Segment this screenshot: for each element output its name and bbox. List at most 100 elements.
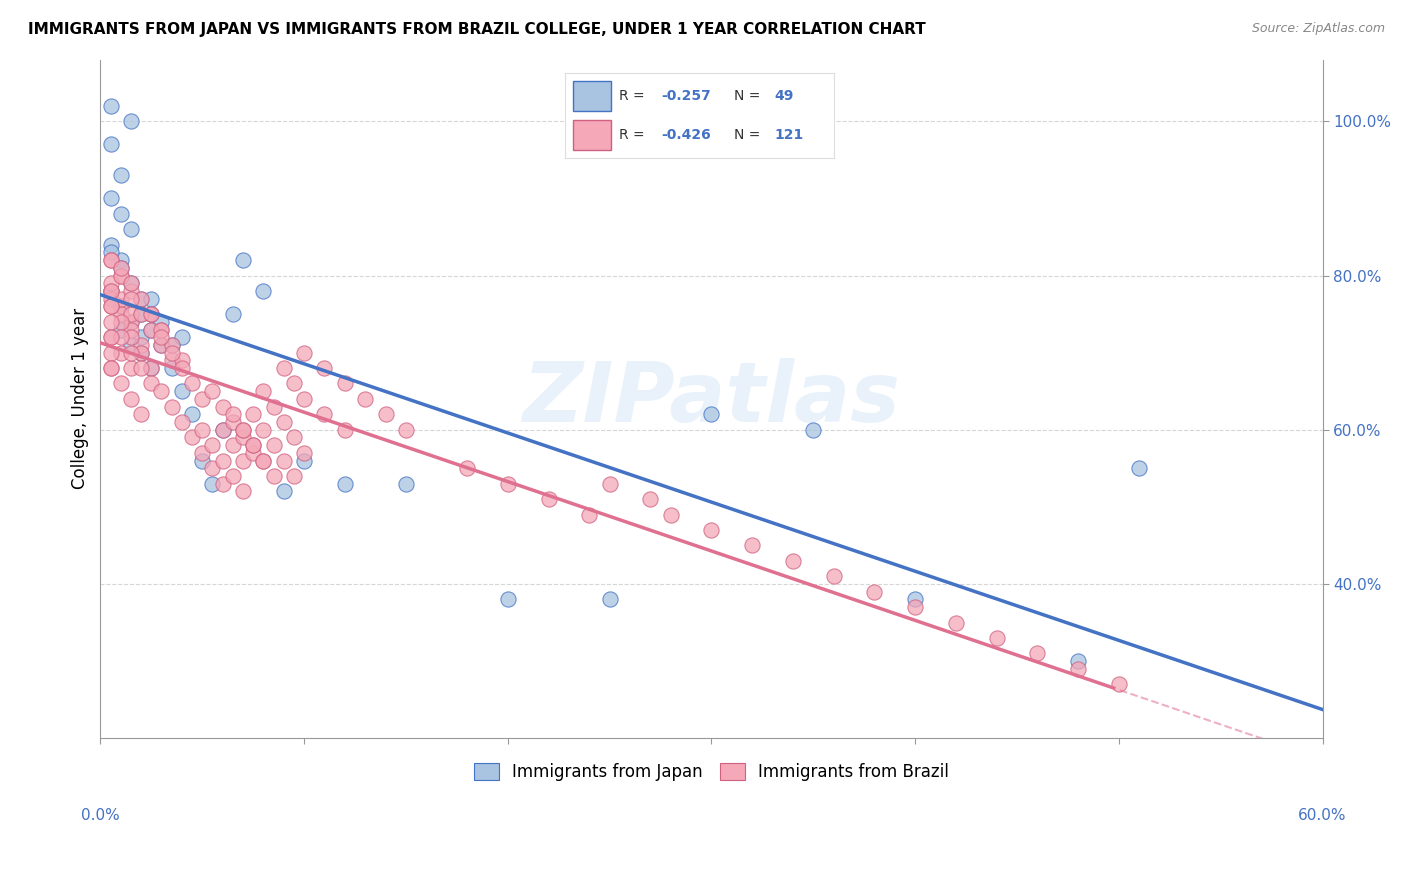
Point bbox=[120, 392, 142, 406]
Point bbox=[232, 253, 254, 268]
Point bbox=[120, 277, 142, 291]
Point bbox=[150, 330, 173, 344]
Point bbox=[191, 423, 214, 437]
Point bbox=[100, 284, 122, 298]
Point bbox=[120, 307, 142, 321]
Point bbox=[150, 322, 173, 336]
Point bbox=[129, 345, 152, 359]
Point bbox=[141, 292, 163, 306]
Point bbox=[110, 307, 132, 321]
Point bbox=[160, 353, 183, 368]
Point bbox=[273, 415, 295, 429]
Point bbox=[252, 423, 274, 437]
Point bbox=[232, 453, 254, 467]
Point bbox=[110, 292, 132, 306]
Point bbox=[986, 631, 1008, 645]
Point bbox=[1108, 677, 1130, 691]
Point bbox=[242, 446, 264, 460]
Point bbox=[170, 361, 193, 376]
Point bbox=[120, 338, 142, 352]
Point bbox=[273, 484, 295, 499]
Point bbox=[120, 114, 142, 128]
Point bbox=[578, 508, 600, 522]
Point bbox=[222, 408, 245, 422]
Point bbox=[292, 345, 315, 359]
Point bbox=[211, 423, 233, 437]
Point bbox=[1067, 662, 1090, 676]
Point bbox=[823, 569, 845, 583]
Point bbox=[160, 338, 183, 352]
Point bbox=[170, 353, 193, 368]
Point bbox=[141, 307, 163, 321]
Point bbox=[181, 408, 204, 422]
Point bbox=[110, 345, 132, 359]
Point bbox=[170, 330, 193, 344]
Point bbox=[496, 476, 519, 491]
Point bbox=[100, 292, 122, 306]
Point bbox=[100, 299, 122, 313]
Point bbox=[129, 292, 152, 306]
Point bbox=[659, 508, 682, 522]
Point bbox=[100, 191, 122, 205]
Point bbox=[273, 361, 295, 376]
Point bbox=[191, 453, 214, 467]
Point bbox=[333, 476, 356, 491]
Point bbox=[201, 461, 224, 475]
Point bbox=[374, 408, 396, 422]
Point bbox=[252, 284, 274, 298]
Point bbox=[263, 438, 285, 452]
Legend: Immigrants from Japan, Immigrants from Brazil: Immigrants from Japan, Immigrants from B… bbox=[467, 756, 956, 788]
Point bbox=[904, 600, 927, 615]
Text: IMMIGRANTS FROM JAPAN VS IMMIGRANTS FROM BRAZIL COLLEGE, UNDER 1 YEAR CORRELATIO: IMMIGRANTS FROM JAPAN VS IMMIGRANTS FROM… bbox=[28, 22, 927, 37]
Point bbox=[252, 453, 274, 467]
Text: 0.0%: 0.0% bbox=[82, 807, 120, 822]
Point bbox=[150, 315, 173, 329]
Point bbox=[110, 330, 132, 344]
Point bbox=[141, 376, 163, 391]
Point bbox=[100, 284, 122, 298]
Point bbox=[110, 299, 132, 313]
Point bbox=[283, 430, 305, 444]
Point bbox=[314, 408, 336, 422]
Point bbox=[801, 423, 824, 437]
Point bbox=[456, 461, 478, 475]
Point bbox=[191, 446, 214, 460]
Point bbox=[120, 292, 142, 306]
Point bbox=[120, 277, 142, 291]
Point bbox=[110, 260, 132, 275]
Point bbox=[333, 423, 356, 437]
Point bbox=[252, 384, 274, 399]
Point bbox=[904, 592, 927, 607]
Point bbox=[120, 330, 142, 344]
Point bbox=[1067, 654, 1090, 668]
Point bbox=[232, 423, 254, 437]
Point bbox=[141, 361, 163, 376]
Point bbox=[222, 307, 245, 321]
Point bbox=[292, 453, 315, 467]
Point bbox=[273, 453, 295, 467]
Point bbox=[242, 438, 264, 452]
Point bbox=[863, 584, 886, 599]
Point bbox=[141, 307, 163, 321]
Point bbox=[741, 538, 763, 552]
Point bbox=[181, 376, 204, 391]
Point bbox=[160, 361, 183, 376]
Point bbox=[242, 438, 264, 452]
Point bbox=[640, 492, 662, 507]
Text: 60.0%: 60.0% bbox=[1298, 807, 1347, 822]
Point bbox=[100, 361, 122, 376]
Y-axis label: College, Under 1 year: College, Under 1 year bbox=[72, 309, 89, 490]
Text: Source: ZipAtlas.com: Source: ZipAtlas.com bbox=[1251, 22, 1385, 36]
Point bbox=[150, 322, 173, 336]
Point bbox=[100, 253, 122, 268]
Point bbox=[222, 469, 245, 483]
Point bbox=[100, 237, 122, 252]
Point bbox=[170, 415, 193, 429]
Point bbox=[354, 392, 377, 406]
Point bbox=[100, 99, 122, 113]
Point bbox=[1026, 647, 1049, 661]
Point bbox=[141, 322, 163, 336]
Point bbox=[129, 307, 152, 321]
Point bbox=[283, 469, 305, 483]
Point bbox=[120, 222, 142, 236]
